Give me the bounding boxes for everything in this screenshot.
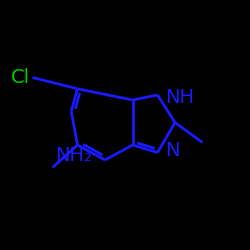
Text: NH: NH <box>165 88 194 107</box>
Text: Cl: Cl <box>11 68 30 87</box>
Text: NH₂: NH₂ <box>55 146 92 165</box>
Text: N: N <box>165 140 180 160</box>
